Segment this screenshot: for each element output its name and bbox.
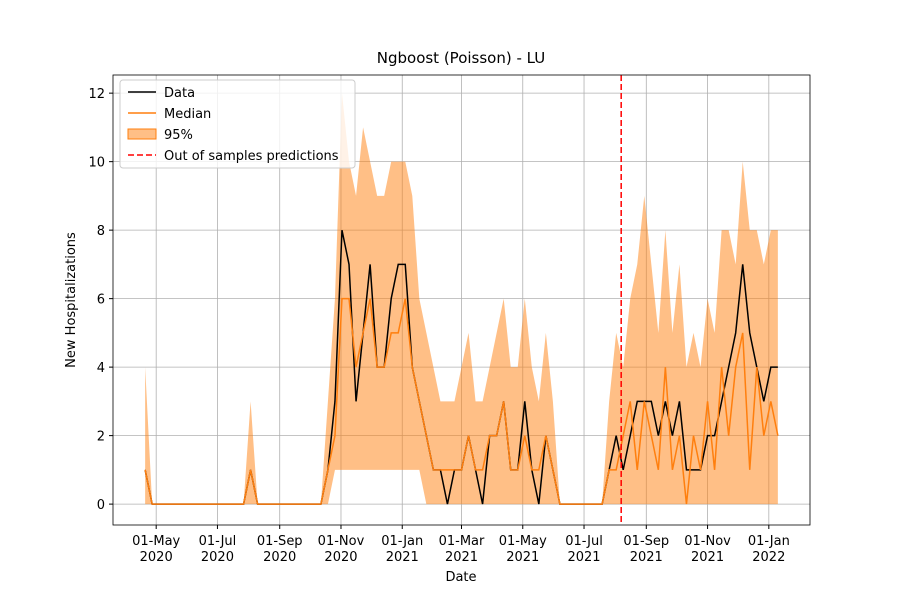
y-tick-label: 4: [97, 361, 105, 376]
x-tick-label: 01-Jan 2021: [381, 534, 423, 565]
legend-label: Data: [164, 86, 195, 101]
y-tick-label: 12: [88, 87, 105, 102]
chart-title: Ngboost (Poisson) - LU: [377, 49, 546, 67]
plot-area: [144, 75, 779, 525]
y-axis-label: New Hospitalizations: [64, 232, 79, 368]
y-tick-label: 6: [97, 293, 105, 308]
x-tick-label: 01-Sep 2021: [623, 534, 669, 565]
legend-box: [119, 79, 356, 169]
y-tick-label: 0: [97, 498, 105, 513]
x-tick-label: 01-Sep 2020: [257, 534, 303, 565]
x-tick-label: 01-Nov 2021: [684, 534, 731, 565]
x-tick-label: 01-Jul 2020: [199, 534, 237, 565]
ticks: 0 2 4 6 8 10 12 01-May 2020 01-Jul 2020 01-Sep 2020 0…: [88, 87, 789, 565]
x-tick-label: 01-May 2020: [132, 534, 180, 565]
legend: Data Median 95% Out of samples predictions: [119, 79, 356, 169]
x-tick-label: 01-Jul 2021: [565, 534, 603, 565]
series-line: [144, 297, 779, 505]
x-tick-label: 01-Jan 2022: [748, 534, 790, 565]
y-tick-label: 2: [97, 430, 105, 445]
legend-label: Median: [164, 107, 211, 122]
x-tick-label: 01-Mar 2021: [439, 534, 485, 565]
y-tick-label: 8: [97, 224, 105, 239]
legend-swatch: [127, 128, 157, 140]
confidence-band: [145, 93, 778, 505]
x-tick-label: 01-Nov 2020: [318, 534, 365, 565]
y-tick-label: 10: [88, 156, 105, 171]
x-axis-label: Date: [445, 570, 476, 585]
legend-label: 95%: [164, 128, 193, 143]
x-tick-label: 01-May 2021: [499, 534, 547, 565]
legend-label: Out of samples predictions: [164, 149, 339, 164]
